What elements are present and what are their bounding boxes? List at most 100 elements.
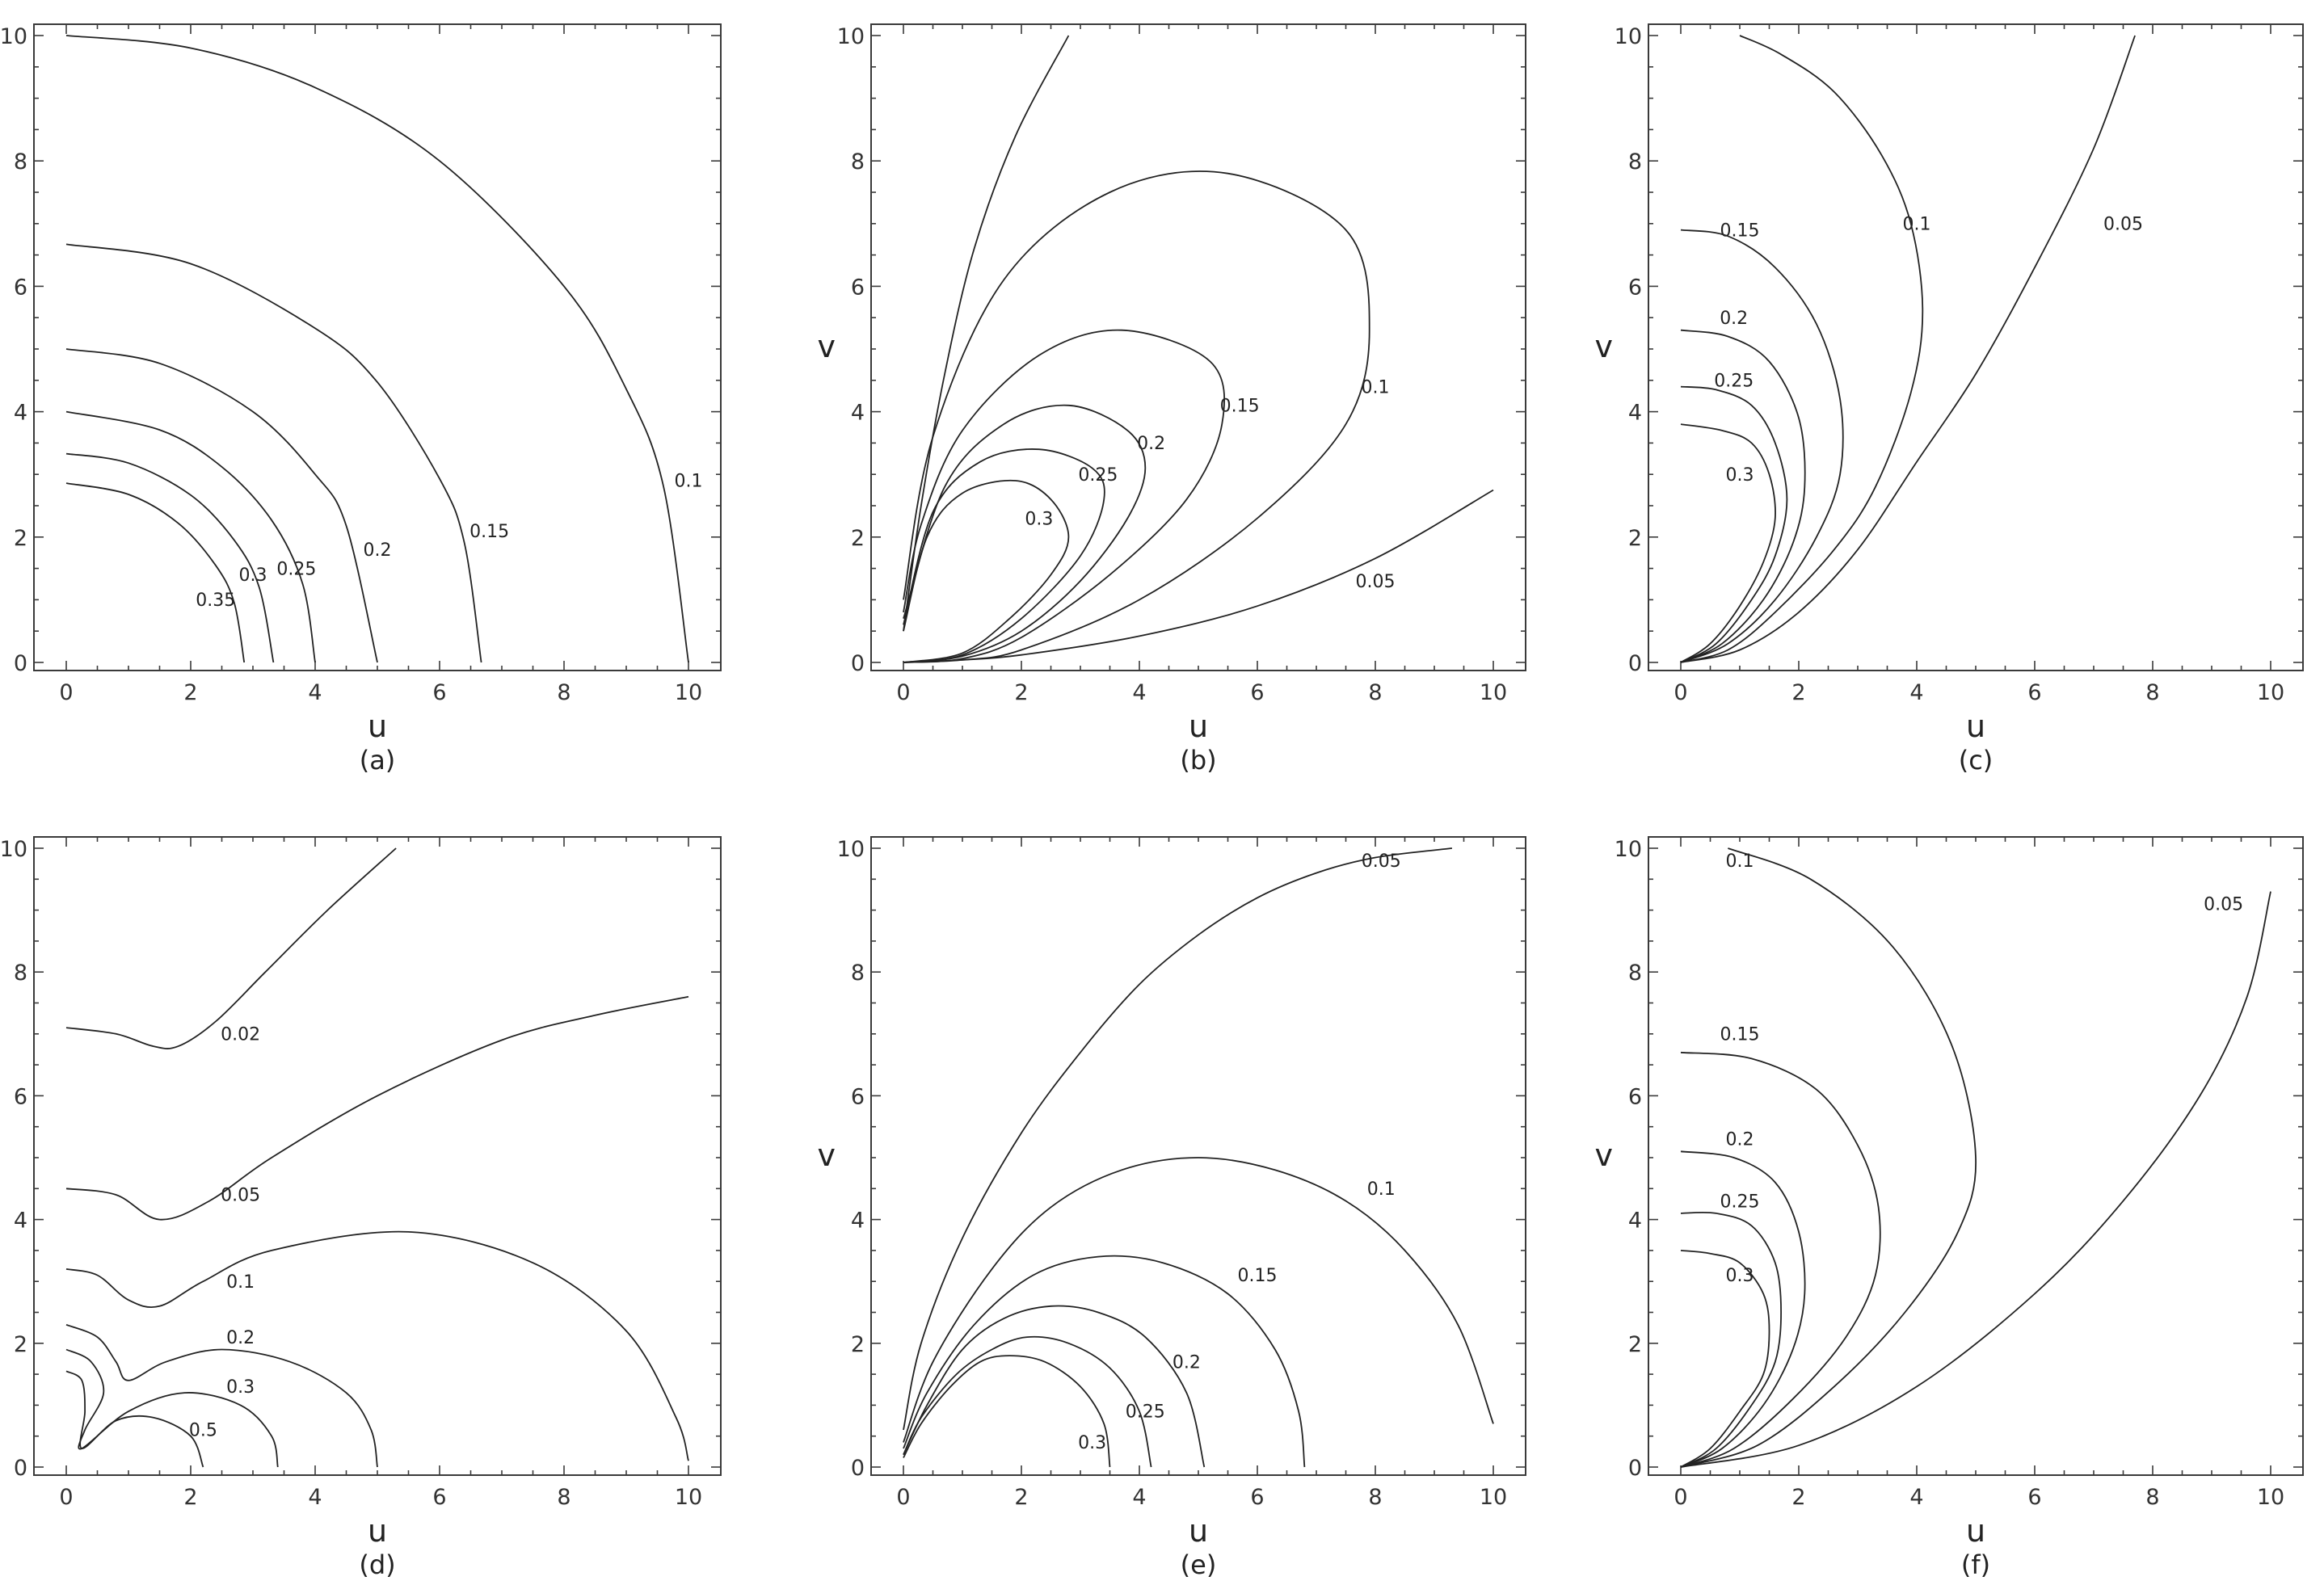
contour-label: 0.3 <box>1025 509 1053 529</box>
contour-line <box>1680 229 1844 663</box>
x-tick-label: 4 <box>1132 680 1146 705</box>
contour-line <box>65 482 246 663</box>
y-tick-label: 0 <box>1628 651 1642 676</box>
x-tick-label: 4 <box>308 680 322 705</box>
contour-label: 0.15 <box>1238 1266 1278 1286</box>
contour-line <box>1680 1150 1806 1468</box>
y-tick-label: 2 <box>1628 1332 1642 1357</box>
contour-label: 0.25 <box>1078 465 1118 486</box>
y-tick-label: 8 <box>14 961 27 986</box>
x-tick-label: 8 <box>1368 1485 1382 1510</box>
x-tick-label: 0 <box>1674 680 1687 705</box>
contour-label: 0.05 <box>2103 215 2143 235</box>
x-tick-label: 0 <box>59 680 73 705</box>
y-tick-label: 6 <box>1628 275 1642 300</box>
contour-line <box>903 1305 1206 1468</box>
contour-line <box>903 1355 1111 1468</box>
x-tick-label: 10 <box>675 1485 702 1510</box>
contour-label: 0.1 <box>675 472 703 492</box>
y-tick-label: 0 <box>14 1456 27 1481</box>
contour-line <box>65 410 316 663</box>
contour-line <box>65 1348 279 1468</box>
x-tick-label: 6 <box>1250 680 1264 705</box>
contour-label: 0.15 <box>1720 1024 1760 1045</box>
x-tick-label: 2 <box>1791 680 1805 705</box>
y-axis-label: v <box>1595 329 1614 364</box>
contour-line <box>65 1323 378 1468</box>
contour-label: 0.25 <box>1720 1192 1760 1212</box>
y-tick-label: 10 <box>0 24 27 49</box>
x-tick-label: 4 <box>1132 1485 1146 1510</box>
y-tick-label: 0 <box>851 1456 865 1481</box>
y-tick-label: 4 <box>851 1209 865 1234</box>
contour-line <box>1680 1211 1783 1468</box>
y-tick-label: 6 <box>851 275 865 300</box>
contour-line <box>903 489 1494 663</box>
contour-label: 0.05 <box>2204 895 2243 915</box>
contour-line <box>65 995 689 1221</box>
panel-caption: (a) <box>360 745 396 776</box>
x-tick-label: 4 <box>1909 680 1923 705</box>
y-tick-label: 8 <box>1628 149 1642 174</box>
contour-label: 0.3 <box>1078 1433 1106 1453</box>
contour-label: 0.3 <box>1726 1266 1754 1286</box>
contour-line <box>903 448 1105 663</box>
y-tick-label: 10 <box>0 837 27 862</box>
contour-line <box>1680 329 1806 663</box>
contour-label: 0.15 <box>1720 221 1760 241</box>
contour-line <box>1680 385 1788 663</box>
x-tick-label: 6 <box>2027 1485 2041 1510</box>
y-tick-label: 4 <box>1628 1209 1642 1234</box>
y-tick-label: 10 <box>1615 837 1642 862</box>
plot-frame <box>870 23 1526 671</box>
y-tick-label: 0 <box>851 651 865 676</box>
x-tick-label: 0 <box>896 680 910 705</box>
contour-label: 0.3 <box>226 1377 255 1398</box>
contour-line <box>903 1335 1152 1468</box>
x-tick-label: 2 <box>1791 1485 1805 1510</box>
contour-line <box>903 1255 1306 1468</box>
plot-frame <box>1648 23 2304 671</box>
y-tick-label: 0 <box>1628 1456 1642 1481</box>
x-tick-label: 10 <box>1480 680 1507 705</box>
contour-label: 0.1 <box>1726 851 1754 872</box>
contour-line <box>65 348 378 663</box>
contour-line <box>903 329 1226 663</box>
y-tick-label: 4 <box>1628 401 1642 426</box>
plot-frame <box>33 836 722 1476</box>
contour-label: 0.1 <box>1903 215 1931 235</box>
x-tick-label: 2 <box>1014 680 1028 705</box>
y-tick-label: 8 <box>851 149 865 174</box>
contour-label: 0.1 <box>1367 1179 1396 1200</box>
x-axis-label: u <box>368 708 387 744</box>
contour-label: 0.2 <box>1720 309 1748 329</box>
contour-line <box>1680 1051 1881 1468</box>
y-axis-label: v <box>1595 1137 1614 1173</box>
y-tick-label: 2 <box>851 1332 865 1357</box>
y-tick-label: 8 <box>851 961 865 986</box>
y-tick-label: 2 <box>14 1332 27 1357</box>
y-tick-label: 4 <box>14 401 27 426</box>
y-tick-label: 0 <box>14 651 27 676</box>
x-tick-label: 6 <box>432 1485 446 1510</box>
panel-c: 0 2 4 6 8 10 0 2 4 6 8 10 u v (c) 0.05 0.1 0.15 0.2 0.25 0.3 <box>1595 23 2304 776</box>
y-tick-label: 8 <box>1628 961 1642 986</box>
contour-line <box>903 404 1147 663</box>
contour-line <box>65 1370 204 1468</box>
x-tick-label: 10 <box>1480 1485 1507 1510</box>
contour-label: 0.2 <box>364 540 392 561</box>
contour-label: 0.2 <box>1726 1130 1754 1150</box>
y-tick-label: 6 <box>1628 1084 1642 1109</box>
y-tick-label: 8 <box>14 149 27 174</box>
x-tick-label: 2 <box>183 680 197 705</box>
x-axis-label: u <box>1966 708 1985 744</box>
contour-label: 0.05 <box>221 1186 260 1206</box>
contour-label: 0.3 <box>239 565 267 586</box>
contour-label: 0.2 <box>1137 434 1165 454</box>
contour-line <box>903 479 1070 663</box>
contour-label: 0.35 <box>196 591 235 611</box>
contour-label: 0.05 <box>1356 572 1396 592</box>
contour-label: 0.15 <box>1220 397 1260 417</box>
x-axis-label: u <box>368 1513 387 1549</box>
panel-caption: (b) <box>1180 745 1216 776</box>
